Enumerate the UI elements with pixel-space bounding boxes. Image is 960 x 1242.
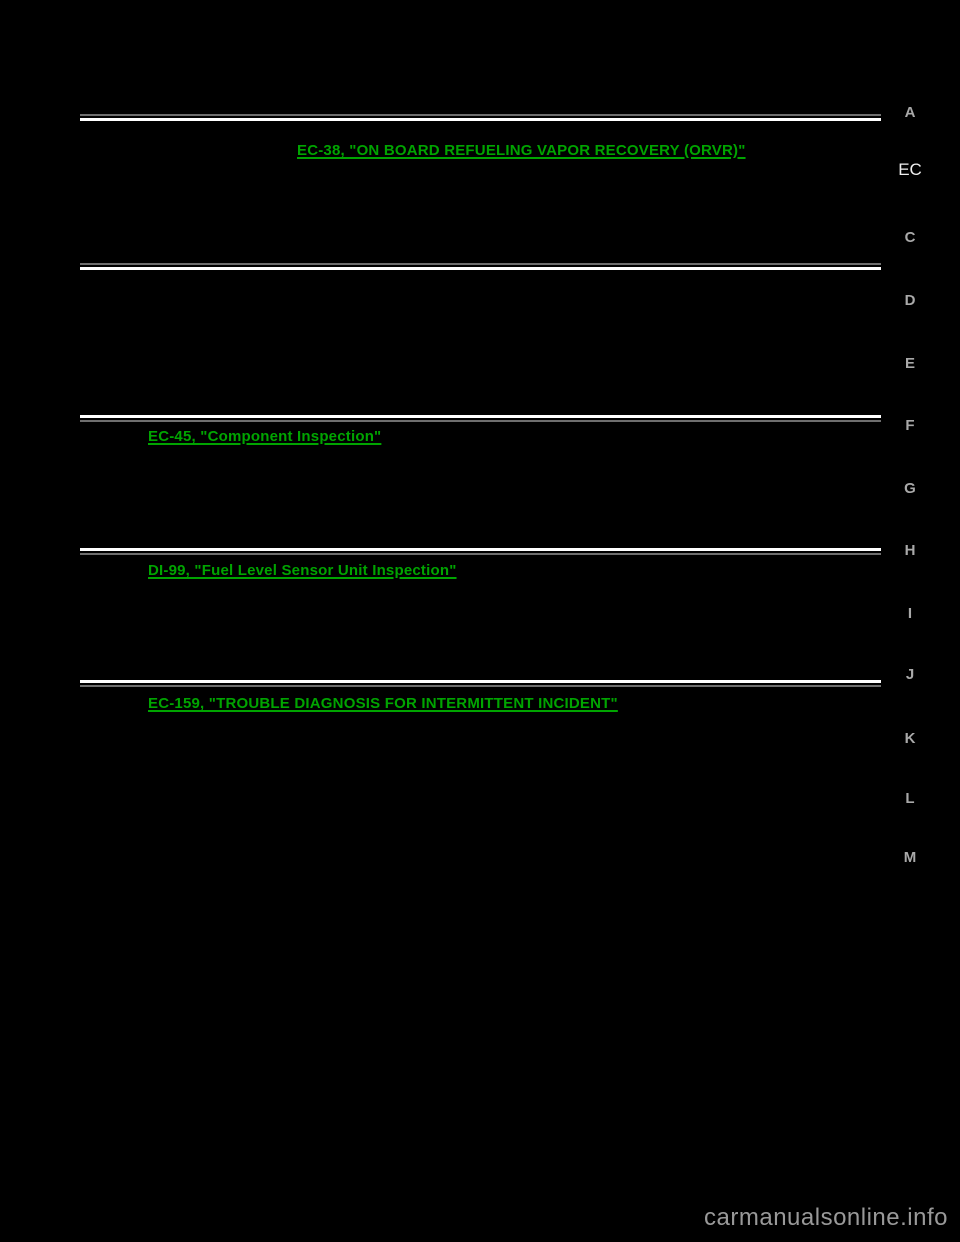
- link-trouble-diagnosis-intermittent-incident[interactable]: EC-159, "TROUBLE DIAGNOSIS FOR INTERMITT…: [148, 695, 618, 712]
- section-letter-d: D: [904, 292, 916, 309]
- section-divider-rule: [80, 415, 881, 424]
- section-letter-a: A: [904, 104, 916, 121]
- section-letter-k: K: [904, 730, 916, 747]
- divider-line: [80, 263, 881, 265]
- section-letter-i: I: [907, 605, 913, 622]
- divider-line: [80, 680, 881, 683]
- link-component-inspection[interactable]: EC-45, "Component Inspection": [148, 428, 382, 445]
- divider-line: [80, 415, 881, 418]
- section-letter-c: C: [904, 229, 916, 246]
- divider-line: [80, 118, 881, 121]
- divider-line: [80, 267, 881, 270]
- divider-line: [80, 420, 881, 422]
- section-letter-g: G: [904, 480, 916, 497]
- section-letter-h: H: [904, 542, 916, 559]
- section-letter-j: J: [905, 666, 915, 683]
- watermark: carmanualsonline.info: [704, 1204, 948, 1231]
- section-divider-rule: [80, 114, 881, 123]
- section-divider-rule: [80, 263, 881, 272]
- section-letter-f: F: [905, 417, 915, 434]
- section-divider-rule: [80, 548, 881, 557]
- section-letter-l: L: [905, 790, 915, 807]
- section-letter-e: E: [904, 355, 915, 372]
- link-fuel-level-sensor-unit-inspection[interactable]: DI-99, "Fuel Level Sensor Unit Inspectio…: [148, 562, 457, 579]
- divider-line: [80, 553, 881, 555]
- divider-line: [80, 548, 881, 551]
- active-section-label-ec: EC: [898, 160, 922, 179]
- section-letter-m: M: [903, 849, 917, 866]
- section-divider-rule: [80, 680, 881, 689]
- link-orvr-system[interactable]: EC-38, "ON BOARD REFUELING VAPOR RECOVER…: [297, 142, 746, 159]
- divider-line: [80, 114, 881, 116]
- divider-line: [80, 685, 881, 687]
